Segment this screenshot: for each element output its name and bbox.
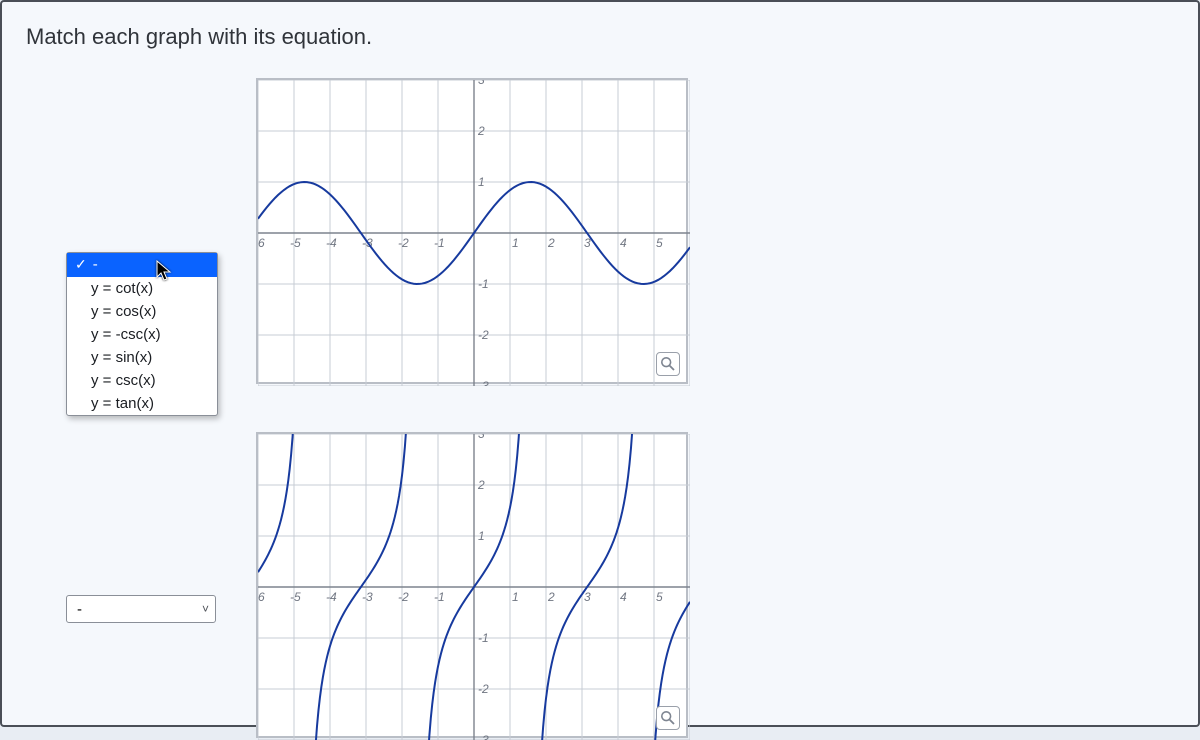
svg-text:2: 2 <box>547 236 555 250</box>
svg-text:-5: -5 <box>290 236 301 250</box>
svg-text:5: 5 <box>656 590 663 604</box>
equation-select-2-value: - <box>77 601 82 618</box>
svg-text:1: 1 <box>478 529 485 543</box>
zoom-icon[interactable] <box>656 352 680 376</box>
svg-text:2: 2 <box>477 124 485 138</box>
svg-text:-5: -5 <box>290 590 301 604</box>
svg-text:-1: -1 <box>478 277 489 291</box>
svg-text:-2: -2 <box>478 682 489 696</box>
svg-text:-1: -1 <box>434 590 445 604</box>
svg-text:3: 3 <box>478 434 485 441</box>
equation-option[interactable]: y = cot(x) <box>67 277 217 300</box>
svg-text:4: 4 <box>620 590 627 604</box>
graph-1: -6-5-4-3-2-1123456-3-2-1123 <box>256 78 688 384</box>
svg-text:-2: -2 <box>398 590 409 604</box>
svg-text:-3: -3 <box>478 733 489 740</box>
graph-2: -6-5-4-3-2-1123456-3-2-1123 <box>256 432 688 738</box>
equation-option[interactable]: y = -csc(x) <box>67 323 217 346</box>
zoom-icon[interactable] <box>656 706 680 730</box>
svg-text:-3: -3 <box>478 379 489 386</box>
equation-option[interactable]: y = tan(x) <box>67 392 217 415</box>
equation-select-2[interactable]: - ˅ <box>66 595 216 623</box>
equation-select-1-value: - <box>93 256 98 273</box>
equation-option[interactable]: y = csc(x) <box>67 369 217 392</box>
svg-text:1: 1 <box>512 590 519 604</box>
svg-text:4: 4 <box>620 236 627 250</box>
svg-text:3: 3 <box>478 80 485 87</box>
svg-text:2: 2 <box>547 590 555 604</box>
equation-option[interactable]: y = cos(x) <box>67 300 217 323</box>
question-prompt: Match each graph with its equation. <box>26 24 1176 50</box>
svg-text:2: 2 <box>477 478 485 492</box>
svg-text:5: 5 <box>656 236 663 250</box>
mouse-cursor-icon <box>156 260 172 287</box>
svg-text:-4: -4 <box>326 236 337 250</box>
equation-option[interactable]: y = sin(x) <box>67 346 217 369</box>
check-icon: ✓ <box>75 256 87 273</box>
equation-select-1[interactable]: ✓ - y = cot(x) y = cos(x) y = -csc(x) y … <box>66 252 218 416</box>
svg-text:1: 1 <box>478 175 485 189</box>
svg-text:3: 3 <box>584 590 591 604</box>
svg-text:-1: -1 <box>434 236 445 250</box>
svg-text:-1: -1 <box>478 631 489 645</box>
svg-text:-2: -2 <box>478 328 489 342</box>
chevron-down-icon: ˅ <box>202 602 209 616</box>
equation-select-1-selected[interactable]: ✓ - <box>67 253 217 277</box>
svg-text:-6: -6 <box>258 590 265 604</box>
svg-text:-6: -6 <box>258 236 265 250</box>
svg-text:-3: -3 <box>362 590 373 604</box>
svg-text:-2: -2 <box>398 236 409 250</box>
svg-text:1: 1 <box>512 236 519 250</box>
svg-text:-4: -4 <box>326 590 337 604</box>
